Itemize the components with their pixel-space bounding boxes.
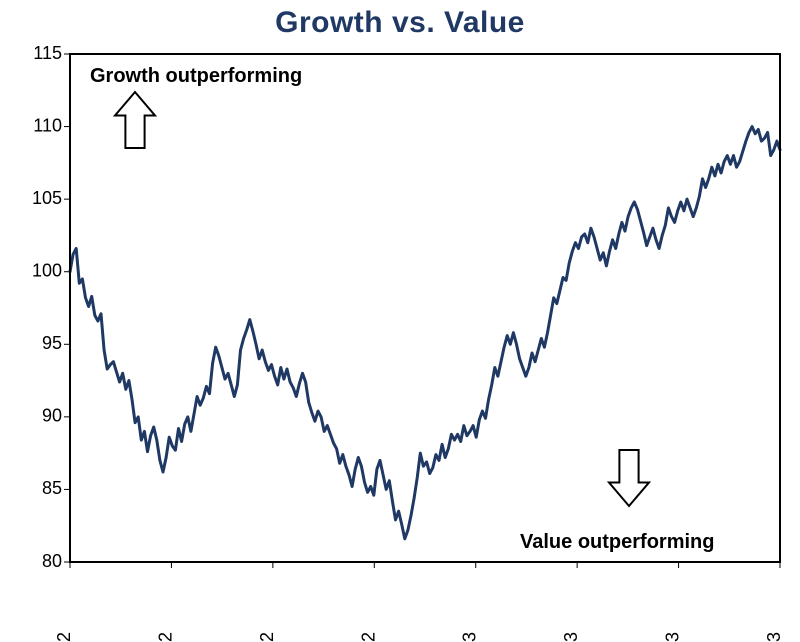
y-tick-label: 85 [42, 478, 62, 498]
annotation-value-label: Value outperforming [520, 531, 714, 553]
x-tick-label: Mar-22 [54, 632, 74, 642]
y-tick-label: 115 [33, 43, 62, 63]
y-tick-label: 110 [33, 115, 62, 135]
y-tick-label: 80 [42, 551, 62, 571]
arrow-down-icon [609, 450, 649, 506]
x-tick-label: Sep-22 [257, 632, 277, 642]
y-tick-label: 90 [42, 406, 62, 426]
x-tick-label: Jun-23 [561, 632, 581, 642]
arrow-up-icon [115, 92, 155, 148]
y-tick-label: 95 [42, 333, 62, 353]
x-tick-label: Sep-23 [663, 632, 683, 642]
y-tick-label: 100 [32, 260, 62, 280]
chart-svg: 80 85 90 95 100 105 110 115 Mar-22 Jun-22 Sep-22 De… [0, 0, 800, 642]
x-tick-label: Mar-23 [460, 632, 480, 642]
series-line [70, 127, 780, 539]
plot-border [70, 54, 780, 562]
x-tick-label: Jun-22 [155, 632, 175, 642]
y-tick-label: 105 [32, 188, 62, 208]
x-tick-label: Dec-22 [358, 632, 378, 642]
x-tick-label: Dec-23 [764, 632, 784, 642]
chart-container: Growth vs. Value 80859095100105110115Mar… [0, 0, 800, 642]
annotation-growth-label: Growth outperforming [90, 65, 302, 87]
